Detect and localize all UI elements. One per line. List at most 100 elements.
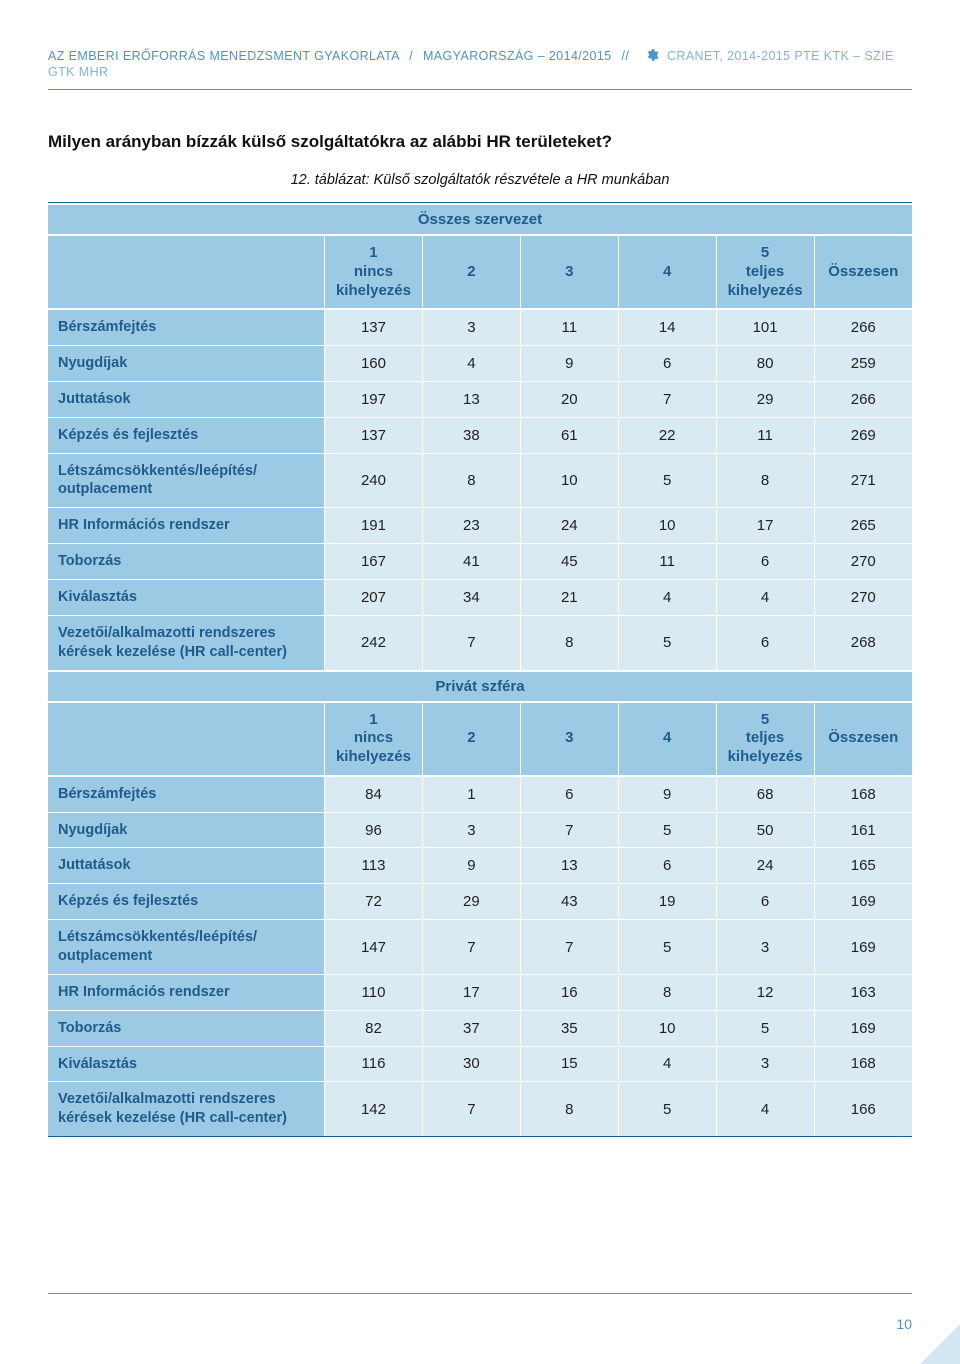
table-cell: 160	[325, 346, 423, 382]
table-cell: 4	[422, 346, 520, 382]
table-row: Kiválasztás116301543168	[48, 1046, 912, 1082]
table-cell: 14	[618, 309, 716, 345]
header-rule	[48, 89, 912, 90]
row-label: Nyugdíjak	[48, 812, 325, 848]
table-cell: 6	[618, 346, 716, 382]
table-cell: 101	[716, 309, 814, 345]
table-colhead: Összesen	[814, 702, 912, 776]
table-cell: 163	[814, 974, 912, 1010]
table-cell: 3	[716, 1046, 814, 1082]
table-column-header-row: 1nincskihelyezés2345teljeskihelyezésÖssz…	[48, 702, 912, 776]
table-cell: 137	[325, 417, 423, 453]
table-cell: 45	[520, 544, 618, 580]
table-cell: 265	[814, 508, 912, 544]
table-colhead: 3	[520, 702, 618, 776]
table-cell: 6	[716, 544, 814, 580]
table-cell: 6	[520, 776, 618, 812]
row-label: Kiválasztás	[48, 1046, 325, 1082]
table-cell: 10	[618, 1010, 716, 1046]
table-cell: 7	[618, 381, 716, 417]
table-cell: 161	[814, 812, 912, 848]
table-cell: 266	[814, 309, 912, 345]
table-colhead: 1nincskihelyezés	[325, 702, 423, 776]
table-cell: 110	[325, 974, 423, 1010]
table-cell: 23	[422, 508, 520, 544]
table-cell: 24	[520, 508, 618, 544]
table-colhead: 5teljeskihelyezés	[716, 702, 814, 776]
row-label: Létszámcsökkentés/leépítés/ outplacement	[48, 920, 325, 975]
table-cell: 166	[814, 1082, 912, 1136]
table-row: Kiválasztás207342144270	[48, 580, 912, 616]
table-colhead-blank	[48, 235, 325, 309]
table-cell: 19	[618, 884, 716, 920]
row-label: Nyugdíjak	[48, 346, 325, 382]
table-cell: 16	[520, 974, 618, 1010]
table-cell: 9	[422, 848, 520, 884]
table-cell: 13	[422, 381, 520, 417]
table-cell: 6	[716, 615, 814, 670]
table-cell: 9	[520, 346, 618, 382]
running-head-slash2: //	[621, 49, 629, 63]
table-cell: 10	[618, 508, 716, 544]
table-cell: 270	[814, 544, 912, 580]
table-section-title: Összes szervezet	[48, 204, 912, 235]
table-cell: 207	[325, 580, 423, 616]
table-cell: 20	[520, 381, 618, 417]
table-cell: 169	[814, 1010, 912, 1046]
table-cell: 240	[325, 453, 423, 508]
table-cell: 11	[520, 309, 618, 345]
table-cell: 96	[325, 812, 423, 848]
table-cell: 7	[520, 920, 618, 975]
gear-icon	[645, 48, 659, 65]
table-colhead: 4	[618, 702, 716, 776]
table-cell: 168	[814, 776, 912, 812]
table-section-header: Privát szféra	[48, 671, 912, 702]
table-colhead: Összesen	[814, 235, 912, 309]
table-cell: 15	[520, 1046, 618, 1082]
table-cell: 8	[520, 615, 618, 670]
table-cell: 5	[618, 812, 716, 848]
table-cell: 50	[716, 812, 814, 848]
table-cell: 165	[814, 848, 912, 884]
table-cell: 43	[520, 884, 618, 920]
table-cell: 4	[618, 580, 716, 616]
table-cell: 10	[520, 453, 618, 508]
row-label: Juttatások	[48, 848, 325, 884]
table-cell: 84	[325, 776, 423, 812]
row-label: HR Információs rendszer	[48, 974, 325, 1010]
table-row: Bérszámfejtés8416968168	[48, 776, 912, 812]
row-label: Vezetői/alkalmazotti rendszeres kérések …	[48, 1082, 325, 1136]
table-cell: 72	[325, 884, 423, 920]
table-cell: 7	[520, 812, 618, 848]
table-section-title: Privát szféra	[48, 671, 912, 702]
row-label: HR Információs rendszer	[48, 508, 325, 544]
table-row: Nyugdíjak9637550161	[48, 812, 912, 848]
table-row: Toborzás823735105169	[48, 1010, 912, 1046]
table-cell: 271	[814, 453, 912, 508]
table-row: Képzés és fejlesztés13738612211269	[48, 417, 912, 453]
table-cell: 168	[814, 1046, 912, 1082]
table-cell: 5	[618, 453, 716, 508]
table-cell: 5	[618, 615, 716, 670]
table-cell: 5	[618, 1082, 716, 1136]
table-cell: 137	[325, 309, 423, 345]
table-row: Toborzás1674145116270	[48, 544, 912, 580]
table-colhead-blank	[48, 702, 325, 776]
table-cell: 8	[520, 1082, 618, 1136]
table-cell: 11	[618, 544, 716, 580]
table-cell: 169	[814, 920, 912, 975]
row-label: Kiválasztás	[48, 580, 325, 616]
table-cell: 34	[422, 580, 520, 616]
table-row: Juttatások113913624165	[48, 848, 912, 884]
table-cell: 167	[325, 544, 423, 580]
table-cell: 13	[520, 848, 618, 884]
table-cell: 9	[618, 776, 716, 812]
table-row: Juttatások1971320729266	[48, 381, 912, 417]
page: AZ EMBERI ERŐFORRÁS MENEDZSMENT GYAKORLA…	[0, 0, 960, 1137]
row-label: Bérszámfejtés	[48, 309, 325, 345]
table-cell: 29	[422, 884, 520, 920]
row-label: Juttatások	[48, 381, 325, 417]
table-colhead: 4	[618, 235, 716, 309]
table-cell: 113	[325, 848, 423, 884]
table-cell: 3	[422, 812, 520, 848]
